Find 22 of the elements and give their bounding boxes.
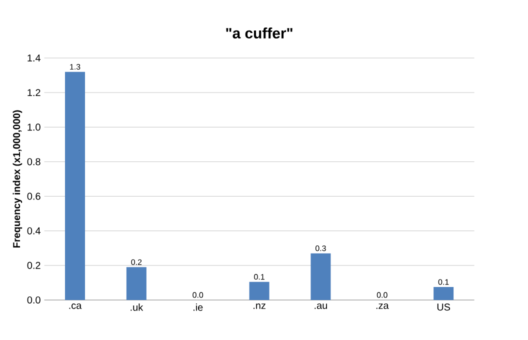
x-tick-label: .za	[376, 304, 389, 309]
y-tick-label: 0.4	[27, 227, 40, 234]
bar	[249, 282, 270, 300]
bar	[65, 72, 86, 300]
y-tick-label: 1.0	[28, 124, 40, 131]
y-tick-label: 1.2	[28, 89, 40, 96]
x-tick-label: .au	[314, 304, 327, 309]
y-tick-label: 0.2	[27, 262, 40, 269]
y-tick-label: 0.6	[27, 192, 40, 200]
bar	[310, 253, 331, 300]
y-axis-title: Frequency index (x1,000,000)	[12, 110, 22, 248]
chart-title: "a cuffer"	[226, 28, 292, 38]
y-tick-label: 1.4	[28, 54, 40, 62]
x-tick-label: .nz	[254, 304, 266, 309]
bar	[434, 287, 454, 300]
y-tick-label: 0.0	[27, 296, 40, 304]
y-tick-label: 0.8	[27, 158, 40, 166]
x-tick-label: .ie	[194, 304, 203, 311]
x-tick-label: .ca	[69, 304, 82, 309]
x-tick-label: US	[437, 304, 450, 311]
x-tick-label: .uk	[130, 304, 144, 311]
bar	[126, 267, 146, 300]
